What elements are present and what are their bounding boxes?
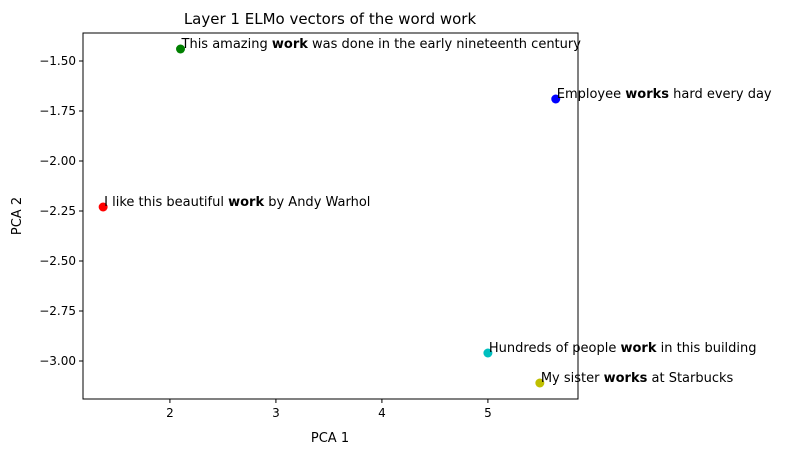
x-axis-label: PCA 1 <box>311 431 349 446</box>
y-tick-label: −2.75 <box>39 304 76 318</box>
x-axis: 2 3 4 5 <box>166 399 492 420</box>
y-tick-label: −3.00 <box>39 354 76 368</box>
y-tick-label: −2.00 <box>39 154 76 168</box>
x-tick-label: 2 <box>166 406 174 420</box>
plot-area <box>82 32 579 400</box>
scatter-point <box>176 44 186 54</box>
point-label: Hundreds of people work in this building <box>489 341 757 356</box>
x-tick-label: 4 <box>378 406 386 420</box>
y-axis: −1.50 −1.75 −2.00 −2.25 −2.50 −2.75 −3.00 <box>39 54 83 368</box>
point-label: Employee works hard every day <box>557 87 772 102</box>
y-tick-label: −2.25 <box>39 204 76 218</box>
y-tick-label: −2.50 <box>39 254 76 268</box>
point-label: My sister works at Starbucks <box>541 371 734 386</box>
scatter-point <box>535 378 545 388</box>
x-tick-label: 5 <box>484 406 492 420</box>
y-tick-label: −1.50 <box>39 54 76 68</box>
point-label: This amazing work was done in the early … <box>181 37 582 52</box>
scatter-point <box>483 348 493 358</box>
y-tick-label: −1.75 <box>39 104 76 118</box>
data-points: This amazing work was done in the early … <box>98 37 772 388</box>
chart-title: Layer 1 ELMo vectors of the word work <box>184 10 477 28</box>
scatter-point <box>551 94 561 104</box>
scatter-point <box>98 202 108 212</box>
x-tick-label: 3 <box>272 406 280 420</box>
point-label: I like this beautiful work by Andy Warho… <box>104 195 370 210</box>
y-axis-label: PCA 2 <box>10 197 25 235</box>
